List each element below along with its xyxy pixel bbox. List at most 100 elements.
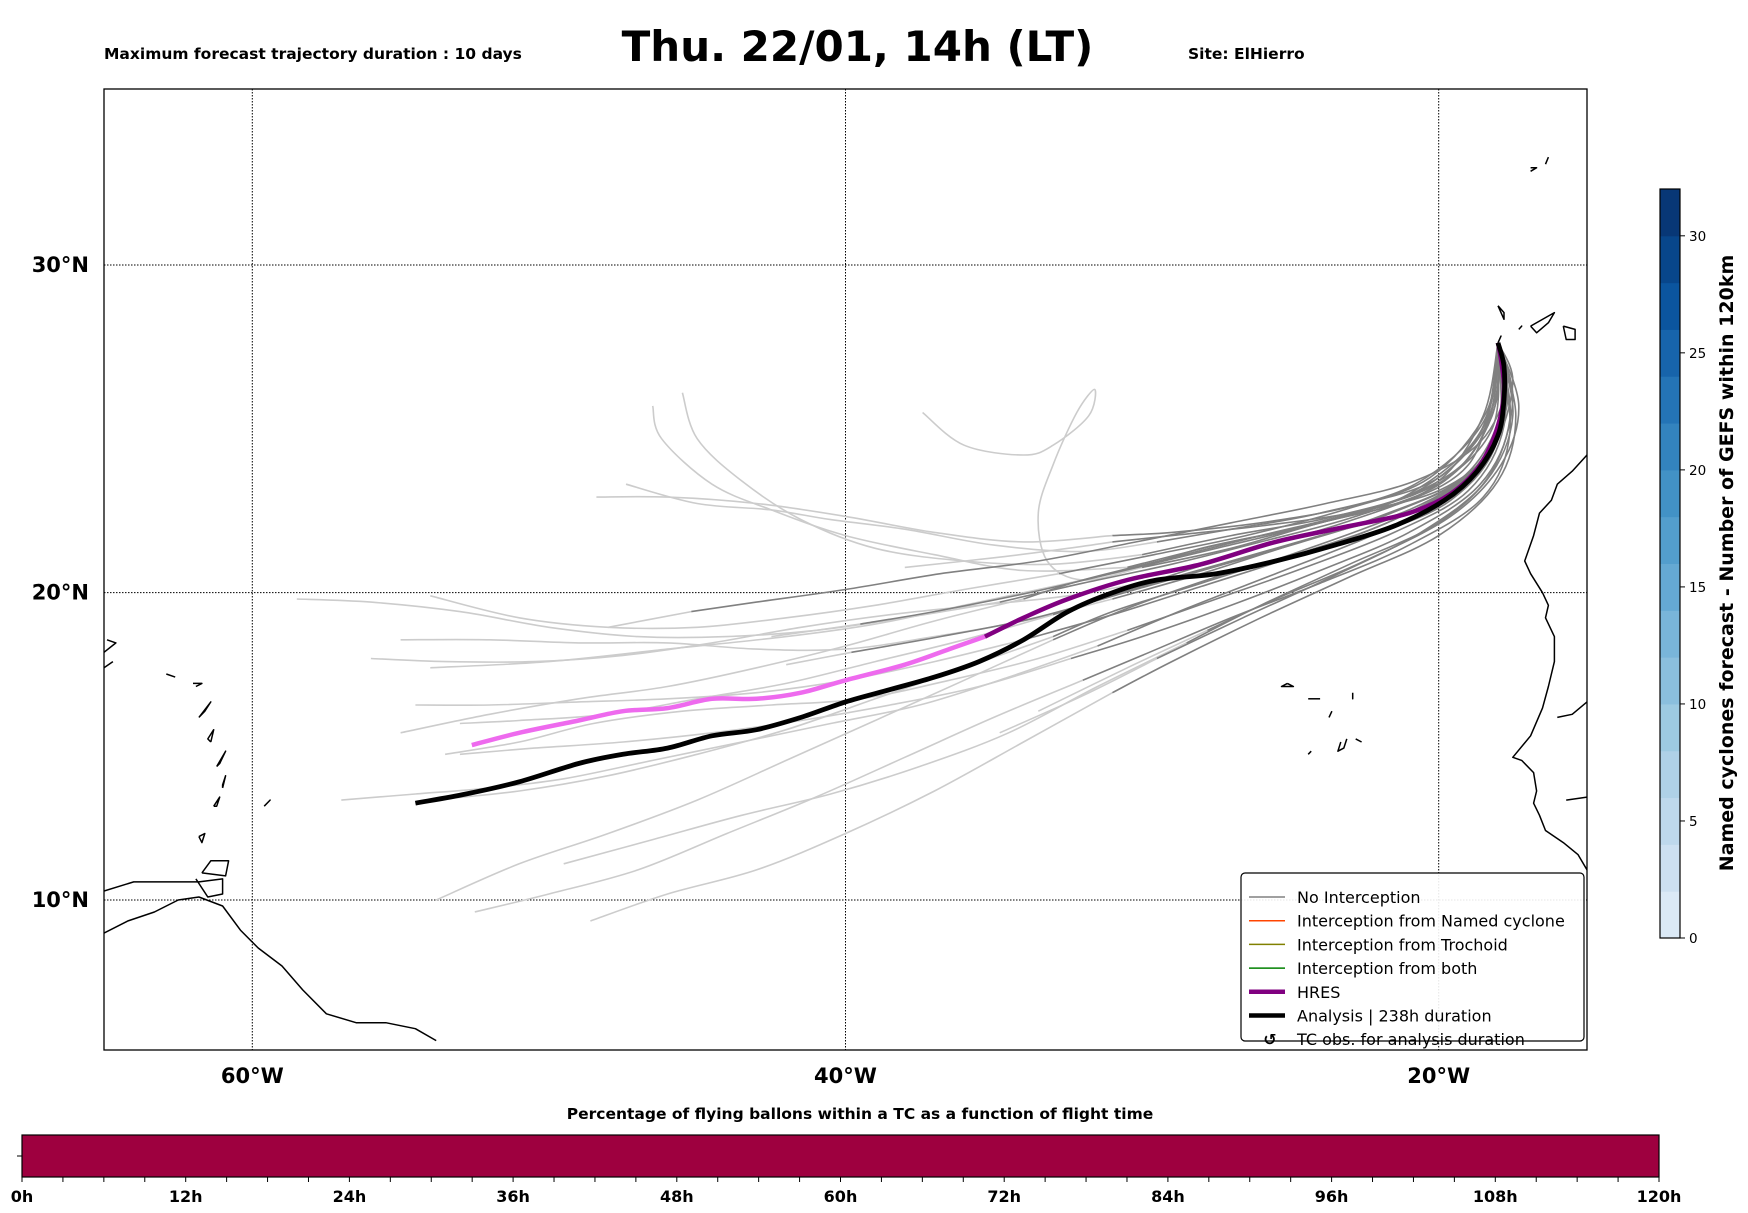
legend-label: Analysis | 238h duration xyxy=(1297,1007,1492,1026)
colorbar-tick-label: 0 xyxy=(1689,931,1698,947)
flight-bar-tick-label: 120h xyxy=(1637,1187,1682,1206)
flight-bar-tick-label: 108h xyxy=(1473,1187,1518,1206)
colorbar-bin xyxy=(1660,189,1680,237)
coastline-cape_verde xyxy=(1307,750,1312,755)
colorbar-bin xyxy=(1660,844,1680,892)
lat-tick-label: 10°N xyxy=(32,888,89,912)
flight-time-bar: Percentage of flying ballons within a TC… xyxy=(11,1105,1682,1206)
coastline-caribbean xyxy=(193,682,203,688)
coastline-africa xyxy=(1512,454,1587,871)
analysis-trajectory xyxy=(414,342,1508,806)
colorbar-bin xyxy=(1660,282,1680,330)
coastline-canaries xyxy=(1530,166,1538,172)
coastline-canaries xyxy=(1544,156,1550,165)
ensemble-trajectory-late xyxy=(590,692,1113,922)
colorbar-bin xyxy=(1660,563,1680,611)
coastline-cape_verde xyxy=(1280,682,1295,688)
ensemble-trajectory-late xyxy=(563,642,1187,865)
colorbar-tick-label: 10 xyxy=(1689,697,1706,713)
flight-bar-tick-label: 96h xyxy=(1315,1187,1349,1206)
coastline-caribbean xyxy=(104,878,224,898)
analysis-trajectory-line xyxy=(414,342,1508,806)
colorbar: 0 5 10 15 20 25 30 Named cyclones forecast - N… xyxy=(1659,188,1738,947)
colorbar-tick-label: 15 xyxy=(1689,580,1706,596)
coastlines xyxy=(104,156,1587,1042)
flight-bar-tick-label: 60h xyxy=(824,1187,858,1206)
flight-bar-tick-label: 72h xyxy=(987,1187,1021,1206)
ensemble-trajectory-late xyxy=(625,483,1158,553)
flight-bar-tick-label: 0h xyxy=(11,1187,34,1206)
axis-tick-labels: 60°W 40°W 20°W 30°N 20°N 10°N xyxy=(32,253,1470,1088)
colorbar-tick-label: 25 xyxy=(1689,346,1706,362)
ensemble-trajectory-early xyxy=(1156,342,1514,660)
coastline-caribbean xyxy=(104,896,437,1042)
coastline-caribbean xyxy=(104,639,117,653)
coastline-africa xyxy=(1557,701,1587,719)
ensemble-trajectory-late xyxy=(786,651,852,666)
legend-label: HRES xyxy=(1297,983,1340,1002)
lon-tick-label: 60°W xyxy=(221,1064,284,1088)
coastline-caribbean xyxy=(221,774,227,789)
legend-label: No Interception xyxy=(1297,888,1421,907)
colorbar-bin xyxy=(1660,750,1680,799)
coastline-cape_verde xyxy=(1328,710,1333,718)
legend-label: Interception from Named cyclone xyxy=(1297,912,1565,931)
coastline-caribbean xyxy=(263,799,271,807)
coastline-canaries xyxy=(1530,311,1556,334)
ensemble-trajectory-early xyxy=(1112,342,1517,694)
ensemble-trajectory-late xyxy=(435,639,1054,901)
flight-bar-title: Percentage of flying ballons within a TC… xyxy=(567,1105,1154,1123)
colorbar-tick-label: 20 xyxy=(1689,463,1706,479)
gridlines xyxy=(104,89,1587,1050)
map-legend: No Interception Interception from Named c… xyxy=(1240,872,1585,1049)
ensemble-trajectory-early xyxy=(1207,342,1520,632)
colorbar-bin xyxy=(1660,516,1680,564)
colorbar-tick-label: 5 xyxy=(1689,814,1698,830)
coastline-africa xyxy=(1566,796,1587,801)
coastline-caribbean xyxy=(198,832,206,844)
ensemble-trajectory-late xyxy=(430,572,1060,630)
ensemble-trajectory-late xyxy=(771,623,861,638)
flight-bar-tick-label: 12h xyxy=(169,1187,203,1206)
colorbar-title: Named cyclones forecast - Number of GEFS… xyxy=(1716,255,1738,872)
coastline-canaries xyxy=(1497,335,1502,344)
colorbar-bin xyxy=(1660,797,1680,845)
legend-label: Interception from Trochoid xyxy=(1297,935,1508,954)
lat-tick-label: 30°N xyxy=(32,253,89,277)
coastline-cape_verde xyxy=(1355,738,1362,743)
main-title: Thu. 22/01, 14h (LT) xyxy=(621,22,1094,71)
coastline-caribbean xyxy=(216,750,227,768)
colorbar-bin xyxy=(1660,657,1680,705)
coastline-canaries xyxy=(1497,305,1505,321)
max-duration-text: Maximum forecast trajectory duration : 1… xyxy=(104,45,522,63)
hres-trajectory-late xyxy=(471,634,986,748)
map-frame xyxy=(103,88,1588,1051)
site-text: Site: ElHierro xyxy=(1188,45,1305,63)
lat-tick-label: 20°N xyxy=(32,581,89,605)
coastline-caribbean xyxy=(198,701,212,718)
ensemble-late-segments xyxy=(296,388,1208,922)
ensemble-trajectory-late xyxy=(444,629,1128,756)
ensemble-trajectory-late xyxy=(341,645,1098,801)
legend-label: TC obs. for analysis duration xyxy=(1296,1030,1525,1049)
colorbar-bin xyxy=(1660,469,1680,518)
ensemble-trajectory-early xyxy=(860,342,1500,625)
map-axes: 60°W 40°W 20°W 30°N 20°N 10°N No Interception… xyxy=(32,88,1588,1088)
colorbar-bin xyxy=(1660,610,1680,658)
legend-box xyxy=(1240,872,1585,1042)
coastline-caribbean xyxy=(213,796,221,807)
flight-bar-tick-label: 84h xyxy=(1151,1187,1185,1206)
coastline-canaries xyxy=(1518,325,1523,330)
coastline-cape_verde xyxy=(1337,738,1348,752)
colorbar-bin xyxy=(1660,891,1680,939)
colorbar-frame xyxy=(1659,188,1681,939)
ensemble-trajectory-late xyxy=(459,613,1054,725)
ensemble-trajectory-early xyxy=(999,342,1499,603)
ensemble-trajectory-early xyxy=(1127,342,1507,632)
ensemble-trajectory-late xyxy=(608,610,692,629)
ensemble-trajectory-late xyxy=(370,579,1158,663)
colorbar-bin xyxy=(1660,329,1680,377)
ensemble-trajectory-early xyxy=(1070,342,1512,660)
ensemble-trajectory-early xyxy=(1058,342,1499,575)
coastline-caribbean xyxy=(166,673,176,678)
